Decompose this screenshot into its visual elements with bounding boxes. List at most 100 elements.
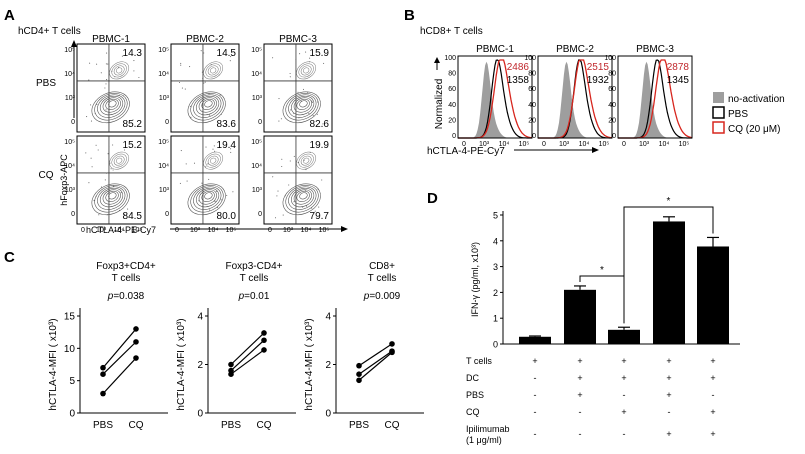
event-dot [230, 148, 232, 150]
x-label-pbs: PBS [93, 420, 113, 431]
event-dot [272, 176, 274, 178]
event-dot [309, 198, 311, 200]
y-tick-label: 0 [493, 340, 498, 350]
contour-line [99, 95, 124, 116]
histogram-frame [617, 55, 693, 139]
mfi-value-pbs: 1932 [587, 75, 610, 86]
event-dot [212, 148, 214, 150]
event-dot [293, 155, 295, 157]
event-dot [297, 162, 299, 164]
event-dot [86, 116, 88, 118]
event-dot [180, 62, 182, 64]
event-dot [208, 93, 210, 95]
y-tick-label: 5 [493, 211, 498, 221]
y-tick-label: 0 [165, 211, 169, 218]
event-dot [185, 163, 187, 165]
event-dot [215, 200, 217, 202]
event-dot [100, 186, 103, 188]
y-tick-label: 2 [197, 360, 203, 371]
flow-plot-2-2: 10⁵ 10⁴ 10³ 0 0 10³ 10⁴ 10⁵ 19.4 80.0 [158, 135, 240, 234]
quadrant-value-top: 19.4 [217, 140, 237, 151]
data-point-cq [133, 339, 139, 345]
y-tick-label: 0 [452, 133, 456, 140]
y-tick-label: 10⁴ [64, 71, 75, 78]
x-tick-label: 10³ [96, 227, 107, 234]
event-dot [230, 151, 232, 153]
quadrant-value-top: 19.9 [310, 140, 330, 151]
event-dot [186, 180, 188, 182]
panel-b-y-axis-label: Normalized [434, 79, 445, 130]
contour-line [285, 184, 319, 213]
x-tick-label: 0 [268, 227, 272, 234]
event-dot [309, 57, 311, 59]
event-dot [214, 150, 216, 152]
dot-plot-y-label: hCTLA-4-MFI ( x10³) [176, 318, 187, 410]
contour-line [97, 94, 126, 118]
y-tick-label: 1 [493, 314, 498, 324]
condition-sign: - [623, 429, 626, 439]
event-dot [281, 165, 283, 168]
panel-d-letter: D [427, 190, 438, 207]
event-dot [208, 178, 210, 180]
contour-line [109, 151, 130, 170]
event-dot [189, 105, 191, 107]
event-dot [301, 206, 304, 208]
histogram-title: PBMC-1 [476, 44, 514, 55]
x-tick-label: 0 [175, 227, 179, 234]
contour-line [99, 187, 124, 208]
panel-c-dot-plots: Foxp3+CD4+T cellsp=0.038051015hCTLA-4-MF… [48, 261, 424, 431]
event-dot [201, 182, 203, 184]
data-point-cq [389, 341, 395, 347]
event-dot [305, 169, 307, 171]
y-tick-label: 15 [64, 312, 76, 323]
histogram-no-activation [618, 61, 692, 138]
panel-a-flow-plots: 10⁵10⁴10³014.385.210⁵10⁴10³014.583.610⁵1… [64, 43, 333, 234]
x-label-pbs: PBS [349, 420, 369, 431]
p-value-text: =0.01 [244, 291, 270, 302]
condition-label: Ipilimumab [466, 424, 510, 434]
event-dot [281, 158, 283, 160]
event-dot [309, 151, 311, 153]
event-dot [303, 159, 305, 161]
x-tick-label: 10⁵ [132, 227, 143, 234]
y-tick-label: 60 [528, 86, 536, 93]
contour-line [116, 157, 123, 164]
condition-sign: + [710, 356, 715, 366]
event-dot [304, 189, 306, 191]
legend-swatch-pbs [712, 106, 725, 119]
event-dot [276, 195, 278, 197]
event-dot [127, 208, 129, 210]
event-dot [203, 52, 205, 54]
contour-line [299, 192, 308, 200]
condition-sign: - [534, 373, 537, 383]
y-tick-label: 80 [528, 71, 536, 78]
contour-line [195, 187, 220, 208]
event-dot [85, 152, 87, 154]
event-dot [230, 56, 232, 58]
y-tick-label: 10³ [159, 187, 170, 194]
event-dot [220, 199, 222, 201]
contour-line [300, 65, 312, 76]
contour-line [303, 67, 310, 74]
contour-line [288, 94, 317, 118]
event-dot [112, 144, 114, 146]
x-tick-label: 0 [81, 227, 85, 234]
data-point-pbs [356, 377, 362, 384]
quadrant-value-bottom: 84.5 [123, 211, 143, 222]
event-dot [123, 149, 126, 151]
mfi-value-cq: 2486 [507, 62, 530, 73]
condition-sign: + [666, 390, 671, 400]
contour-line [300, 155, 312, 166]
paired-line [230, 332, 265, 365]
y-tick-label: 100 [524, 55, 536, 62]
contour-line [201, 190, 215, 202]
contour-line [111, 63, 127, 78]
x-tick-label: 10³ [283, 227, 294, 234]
panel-a-col-1: PBMC-1 [92, 34, 130, 45]
y-tick-label: 40 [448, 102, 456, 109]
event-dot [110, 168, 112, 170]
event-dot [132, 119, 134, 121]
contour-line [195, 95, 220, 116]
paired-line [358, 351, 393, 381]
